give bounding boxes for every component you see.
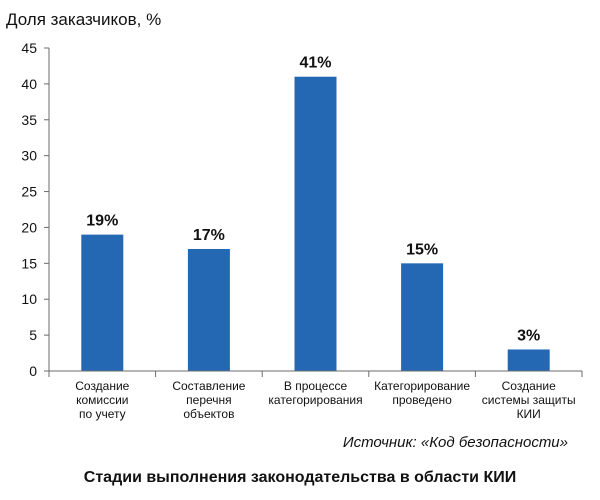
bar-value-label: 19% — [86, 213, 118, 230]
category-label-line: В процессе — [284, 379, 348, 393]
y-tick-label: 30 — [21, 148, 37, 164]
category-label-line: Категорирование — [374, 379, 470, 393]
y-tick-label: 20 — [21, 219, 37, 235]
y-tick-label: 40 — [21, 76, 37, 92]
category-label-line: системы защиты — [482, 393, 576, 407]
category-label-line: перечня — [186, 393, 232, 407]
category-label-line: категорирования — [268, 393, 362, 407]
data-labels: 19% 17% 41% 15% 3% — [86, 55, 540, 345]
y-tick-label: 15 — [21, 255, 37, 271]
y-tick-label: 45 — [21, 40, 37, 56]
y-axis-ticks: 0 5 10 15 20 25 30 35 40 45 — [21, 40, 49, 379]
category-label-line: объектов — [183, 407, 234, 421]
bar-value-label: 41% — [299, 55, 331, 72]
category-label: Составление перечня объектов — [172, 379, 245, 421]
category-label-line: Создание — [502, 379, 556, 393]
source-note: Источник: «Код безопасности» — [343, 434, 568, 451]
category-label: Создание комиссии по учету — [75, 379, 129, 421]
category-label-line: по учету — [79, 407, 126, 421]
bar-value-label: 17% — [193, 227, 225, 244]
bar — [294, 76, 337, 371]
bar — [401, 263, 444, 371]
category-label-line: комиссии — [76, 393, 128, 407]
bar-series — [81, 76, 550, 371]
bar — [187, 248, 230, 371]
chart-title: Стадии выполнения законодательства в обл… — [84, 469, 516, 486]
y-tick-label: 5 — [29, 327, 37, 343]
y-tick-label: 0 — [29, 363, 37, 379]
y-tick-label: 10 — [21, 291, 37, 307]
category-label-line: Создание — [75, 379, 129, 393]
bar-value-label: 15% — [406, 241, 438, 258]
bar — [507, 349, 550, 371]
y-tick-label: 35 — [21, 112, 37, 128]
y-tick-label: 25 — [21, 184, 37, 200]
y-axis-label: Доля заказчиков, % — [6, 10, 161, 29]
category-label: В процессе категорирования — [268, 379, 362, 407]
bar-value-label: 3% — [517, 327, 540, 344]
bar — [81, 234, 124, 371]
x-axis-ticks — [48, 371, 583, 377]
category-label: Создание системы защиты КИИ — [482, 379, 576, 421]
category-label: Категорирование проведено — [374, 379, 470, 407]
category-label-line: КИИ — [517, 407, 541, 421]
category-label-line: Составление — [172, 379, 245, 393]
category-label-line: проведено — [392, 393, 452, 407]
